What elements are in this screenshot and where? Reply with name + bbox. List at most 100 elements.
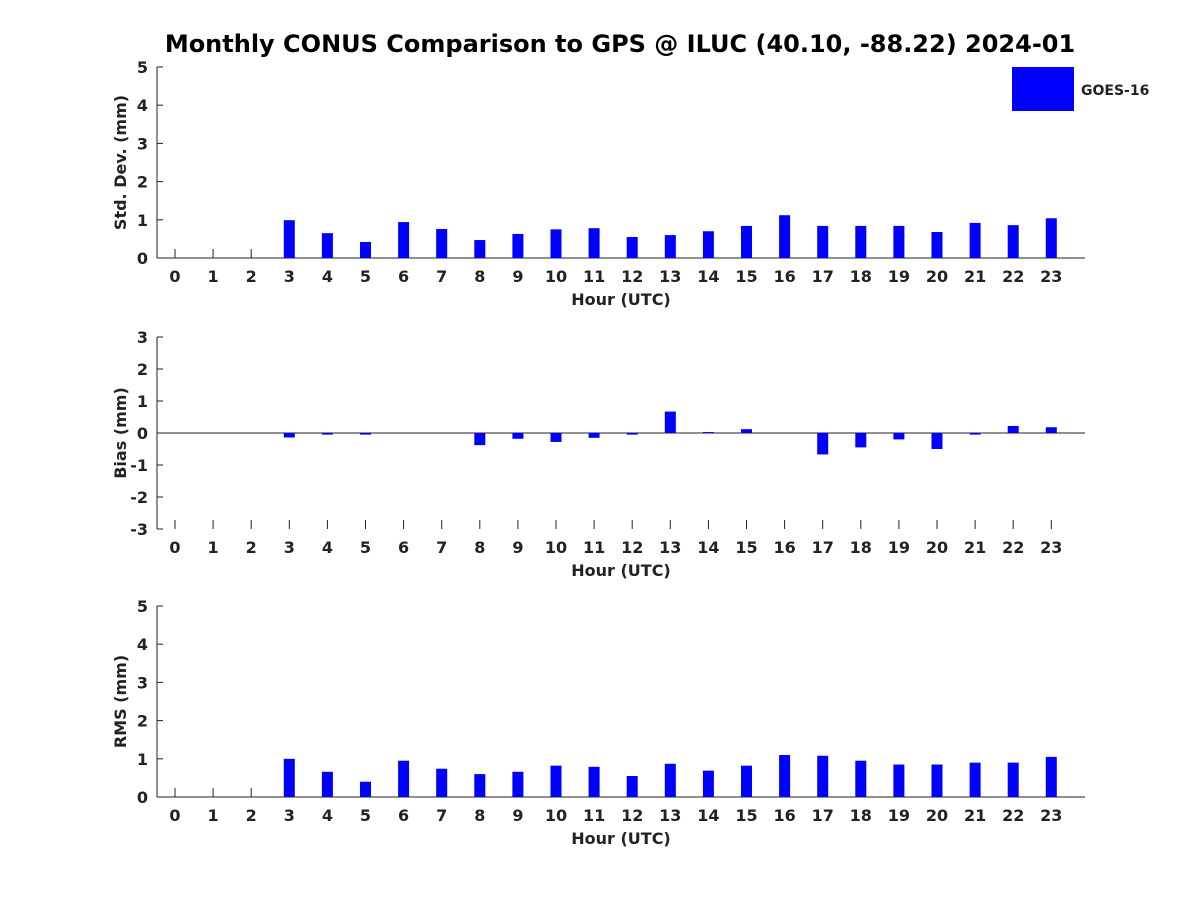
y-tick-label: 4 <box>137 635 148 654</box>
x-tick-label: 15 <box>735 538 757 557</box>
x-tick-label: 8 <box>474 267 485 286</box>
x-tick-label: 1 <box>208 267 219 286</box>
legend-label: GOES-16 <box>1081 83 1149 99</box>
x-tick-label: 13 <box>659 806 681 825</box>
y-tick-label: 5 <box>137 597 148 616</box>
x-tick-label: 14 <box>697 267 719 286</box>
x-tick-label: 16 <box>773 806 795 825</box>
bar-hour-11 <box>588 433 600 438</box>
bar-hour-9 <box>512 233 524 258</box>
bar-hour-8 <box>474 433 486 446</box>
bar-hour-13 <box>664 763 676 797</box>
bar-hour-14 <box>702 770 714 797</box>
y-axis-label: Std. Dev. (mm) <box>111 95 130 230</box>
x-tick-label: 18 <box>850 806 872 825</box>
x-tick-label: 21 <box>964 538 986 557</box>
y-tick-label: 3 <box>137 673 148 692</box>
bar-hour-4 <box>321 771 333 797</box>
x-tick-label: 5 <box>360 806 371 825</box>
x-tick-label: 21 <box>964 806 986 825</box>
x-tick-label: 13 <box>659 538 681 557</box>
x-tick-label: 3 <box>284 267 295 286</box>
bar-hour-10 <box>550 433 562 442</box>
bar-hour-16 <box>779 215 791 258</box>
y-tick-label: 0 <box>137 424 148 443</box>
bar-hour-11 <box>588 766 600 797</box>
x-tick-label: 9 <box>512 538 523 557</box>
bar-hour-11 <box>588 228 600 258</box>
bar-hour-8 <box>474 240 486 258</box>
x-tick-label: 13 <box>659 267 681 286</box>
bar-hour-15 <box>741 225 752 258</box>
bar-hour-20 <box>931 433 943 449</box>
x-tick-label: 14 <box>697 806 719 825</box>
x-tick-label: 1 <box>208 806 219 825</box>
x-tick-label: 4 <box>322 267 333 286</box>
y-tick-label: 0 <box>137 788 148 807</box>
bar-hour-9 <box>512 771 524 797</box>
y-tick-label: 1 <box>137 750 148 769</box>
x-tick-label: 15 <box>735 806 757 825</box>
bar-hour-5 <box>360 781 371 797</box>
y-tick-label: 2 <box>137 173 148 192</box>
x-axis-label: Hour (UTC) <box>571 561 671 580</box>
y-tick-label: -3 <box>130 520 148 539</box>
x-tick-label: 18 <box>850 267 872 286</box>
bar-hour-15 <box>741 429 752 433</box>
x-tick-label: 8 <box>474 538 485 557</box>
bar-hour-21 <box>969 433 981 435</box>
x-tick-label: 17 <box>812 806 834 825</box>
x-tick-label: 12 <box>621 806 643 825</box>
x-tick-label: 10 <box>545 806 567 825</box>
y-tick-label: 0 <box>137 249 148 268</box>
x-tick-label: 0 <box>169 538 180 557</box>
bar-hour-17 <box>817 433 829 455</box>
x-tick-label: 23 <box>1040 806 1062 825</box>
x-tick-label: 23 <box>1040 538 1062 557</box>
chart-title: Monthly CONUS Comparison to GPS @ ILUC (… <box>164 30 1076 58</box>
x-axis-label: Hour (UTC) <box>571 290 671 309</box>
bar-hour-22 <box>1007 762 1019 797</box>
bar-hour-3 <box>283 433 295 438</box>
x-tick-label: 0 <box>169 267 180 286</box>
bar-hour-7 <box>436 768 448 797</box>
bar-hour-14 <box>702 231 714 258</box>
x-tick-label: 6 <box>398 538 409 557</box>
y-tick-label: 1 <box>137 392 148 411</box>
bar-hour-20 <box>931 764 943 797</box>
x-tick-label: 9 <box>512 267 523 286</box>
bar-hour-6 <box>398 760 410 797</box>
bar-hour-22 <box>1007 425 1019 433</box>
bar-hour-5 <box>360 241 371 258</box>
x-tick-label: 10 <box>545 538 567 557</box>
bar-hour-3 <box>283 758 295 797</box>
x-tick-label: 2 <box>246 267 257 286</box>
x-tick-label: 20 <box>926 806 948 825</box>
bar-hour-16 <box>779 754 791 797</box>
bar-hour-12 <box>626 433 638 435</box>
bar-hour-8 <box>474 774 486 797</box>
x-tick-label: 7 <box>436 538 447 557</box>
y-tick-label: 4 <box>137 96 148 115</box>
x-tick-label: 11 <box>583 267 605 286</box>
bar-hour-20 <box>931 232 943 258</box>
x-tick-label: 11 <box>583 806 605 825</box>
x-tick-label: 10 <box>545 267 567 286</box>
x-tick-label: 7 <box>436 806 447 825</box>
y-tick-label: 2 <box>137 360 148 379</box>
x-tick-label: 1 <box>208 538 219 557</box>
x-tick-label: 14 <box>697 538 719 557</box>
bar-hour-19 <box>893 433 905 440</box>
x-tick-label: 23 <box>1040 267 1062 286</box>
x-tick-label: 3 <box>284 806 295 825</box>
bar-hour-6 <box>398 222 410 258</box>
x-tick-label: 15 <box>735 267 757 286</box>
x-tick-label: 17 <box>812 538 834 557</box>
bar-hour-7 <box>436 228 448 258</box>
x-tick-label: 18 <box>850 538 872 557</box>
x-tick-label: 19 <box>888 538 910 557</box>
x-tick-label: 4 <box>322 538 333 557</box>
bar-hour-22 <box>1007 225 1019 258</box>
y-tick-label: 2 <box>137 712 148 731</box>
